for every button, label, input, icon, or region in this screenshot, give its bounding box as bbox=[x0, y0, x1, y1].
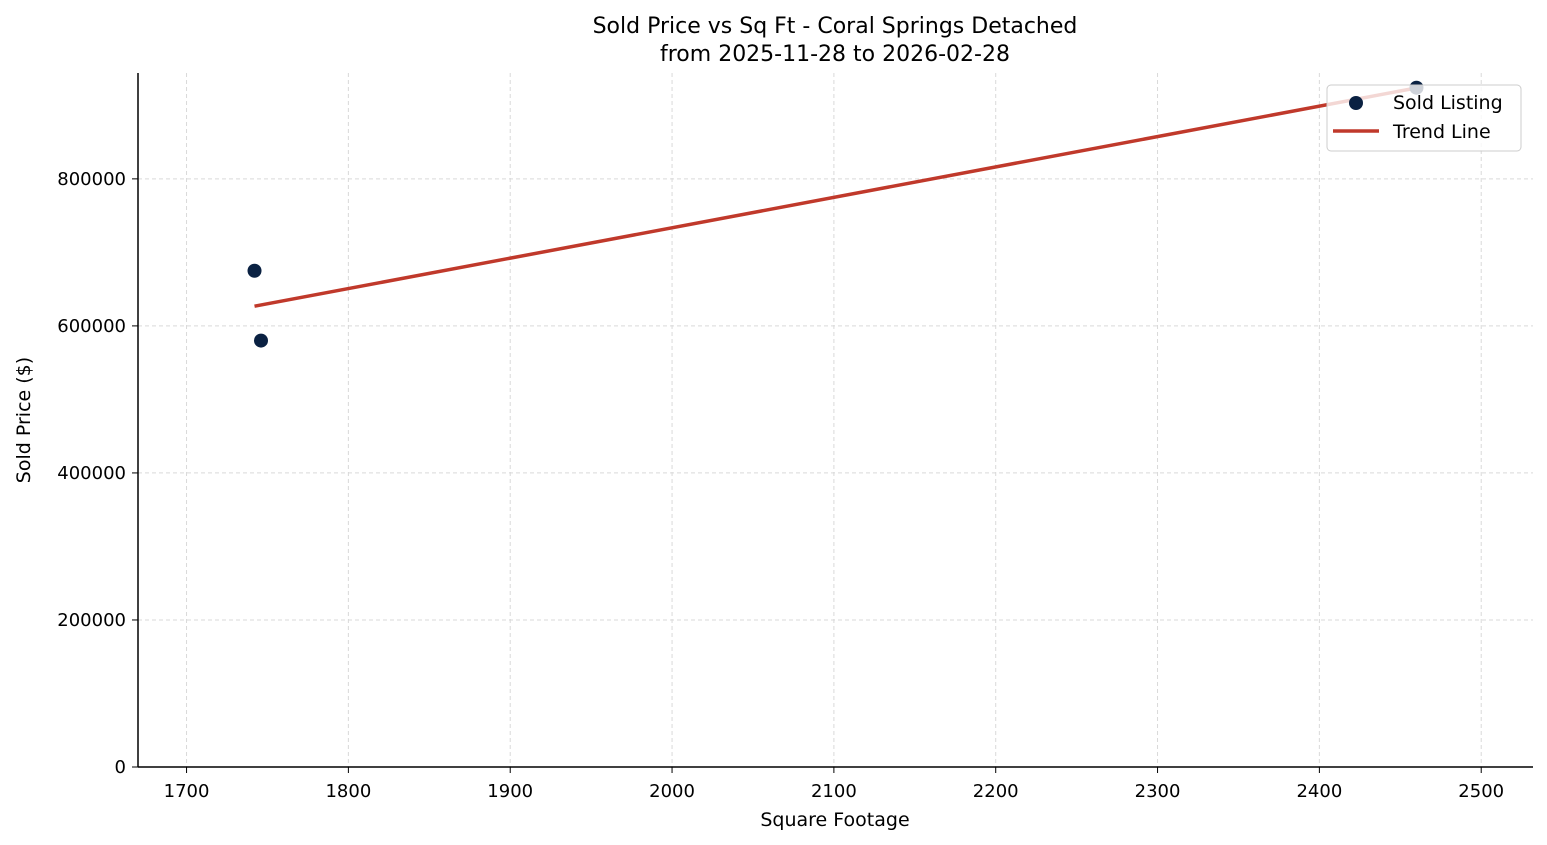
chart-title: Sold Price vs Sq Ft - Coral Springs Deta… bbox=[593, 14, 1078, 39]
legend-box bbox=[1326, 84, 1522, 152]
x-axis-label: Square Footage bbox=[760, 809, 909, 831]
x-tick-label: 1900 bbox=[487, 781, 533, 802]
x-tick-label: 2000 bbox=[649, 781, 695, 802]
x-tick-label: 2100 bbox=[811, 781, 857, 802]
x-tick-label: 2500 bbox=[1458, 781, 1504, 802]
y-tick-label: 800000 bbox=[57, 169, 126, 190]
sold-listing-point bbox=[253, 333, 268, 348]
ticks: 1700 1800 1900 2000 2100 2200 2300 2400 2500 0 200… bbox=[57, 169, 1504, 802]
sold-listing-point bbox=[247, 263, 262, 278]
y-axis-label: Sold Price ($) bbox=[13, 357, 35, 483]
x-tick-label: 2300 bbox=[1135, 781, 1181, 802]
legend: Sold Listing Trend Line bbox=[1326, 84, 1522, 152]
x-tick-label: 2200 bbox=[973, 781, 1019, 802]
trend-line bbox=[254, 86, 1417, 308]
plot-area bbox=[247, 80, 1424, 348]
x-tick-label: 1700 bbox=[164, 781, 210, 802]
x-tick-label: 2400 bbox=[1296, 781, 1342, 802]
x-tick-label: 1800 bbox=[325, 781, 371, 802]
legend-label-trend-line: Trend Line bbox=[1392, 121, 1491, 143]
legend-marker-sold-listing bbox=[1349, 96, 1363, 110]
y-tick-label: 0 bbox=[115, 757, 126, 778]
y-tick-label: 200000 bbox=[57, 610, 126, 631]
y-tick-label: 600000 bbox=[57, 316, 126, 337]
y-tick-label: 400000 bbox=[57, 463, 126, 484]
legend-label-sold-listing: Sold Listing bbox=[1393, 92, 1503, 114]
chart-subtitle: from 2025-11-28 to 2026-02-28 bbox=[660, 42, 1010, 67]
grid bbox=[138, 73, 1533, 767]
